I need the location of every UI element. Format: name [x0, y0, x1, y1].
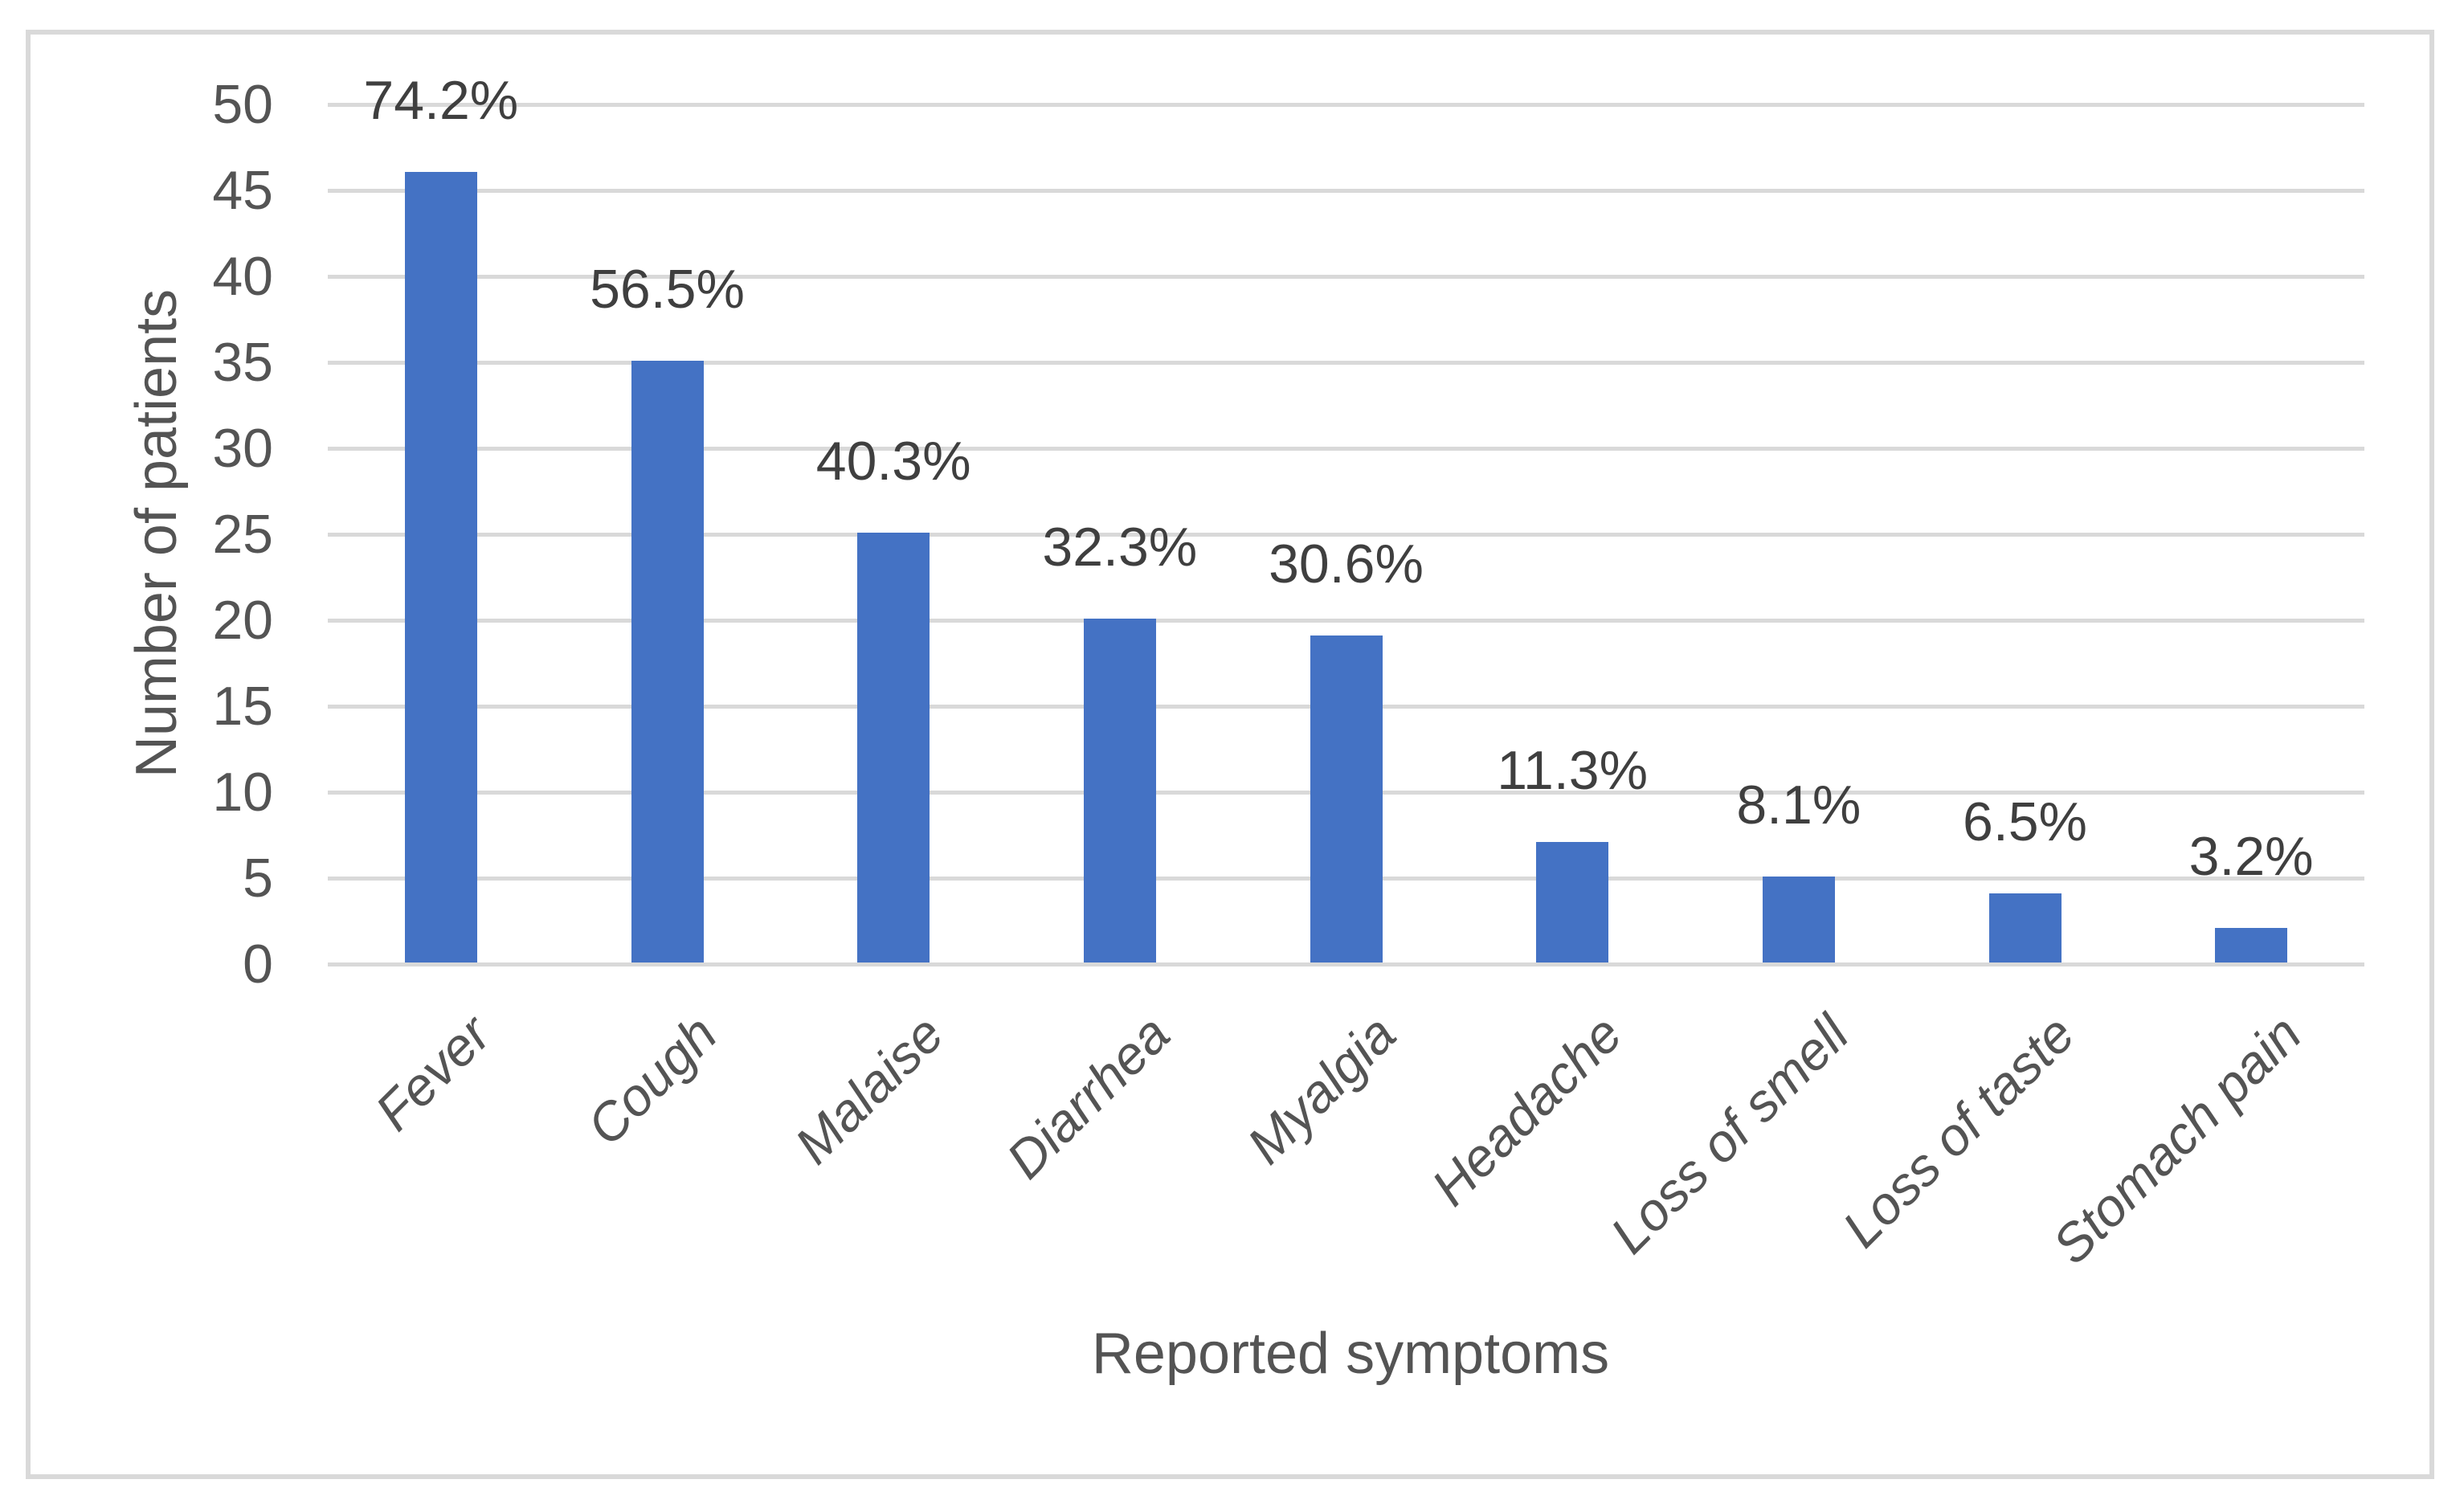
- gridline-y-25: [328, 533, 2364, 537]
- bar-value-label-fever: 74.2%: [363, 69, 519, 131]
- bar-value-label-headache: 11.3%: [1497, 740, 1649, 802]
- bar-value-label-myalgia: 30.6%: [1269, 533, 1424, 595]
- gridline-y-0: [328, 962, 2364, 967]
- y-tick-label-40: 40: [212, 246, 273, 307]
- bar-cough: [631, 361, 704, 962]
- bar-loss-of-taste: [1988, 893, 2062, 962]
- bar-malaise: [857, 533, 930, 962]
- bar-value-label-loss-of-taste: 6.5%: [1963, 791, 2087, 853]
- x-axis-title: Reported symptoms: [1091, 1322, 1610, 1386]
- gridline-y-45: [328, 189, 2364, 193]
- gridline-y-30: [328, 447, 2364, 451]
- bar-diarrhea: [1083, 619, 1156, 962]
- y-tick-label-25: 25: [212, 504, 273, 565]
- bar-myalgia: [1310, 635, 1383, 962]
- y-tick-label-5: 5: [243, 848, 273, 909]
- gridline-y-50: [328, 103, 2364, 107]
- y-tick-label-50: 50: [212, 74, 273, 135]
- y-tick-label-30: 30: [212, 418, 273, 479]
- bar-value-label-cough: 56.5%: [590, 259, 745, 320]
- gridline-y-40: [328, 275, 2364, 279]
- bar-stomach-pain: [2215, 928, 2288, 962]
- y-tick-label-0: 0: [243, 934, 273, 995]
- y-tick-label-15: 15: [212, 676, 273, 737]
- y-axis-title: Number of patients: [125, 288, 189, 779]
- bar-value-label-diarrhea: 32.3%: [1042, 517, 1198, 578]
- y-tick-label-45: 45: [212, 160, 273, 221]
- gridline-y-35: [328, 361, 2364, 365]
- y-tick-label-10: 10: [212, 762, 273, 823]
- bar-headache: [1536, 842, 1609, 962]
- bar-value-label-loss-of-smell: 8.1%: [1736, 774, 1861, 836]
- y-tick-label-35: 35: [212, 332, 273, 393]
- bar-value-label-stomach-pain: 3.2%: [2188, 826, 2314, 888]
- gridline-y-20: [328, 619, 2364, 623]
- y-tick-label-20: 20: [212, 590, 273, 651]
- bar-fever: [404, 171, 477, 962]
- bar-loss-of-smell: [1762, 877, 1835, 962]
- bar-value-label-malaise: 40.3%: [815, 431, 971, 492]
